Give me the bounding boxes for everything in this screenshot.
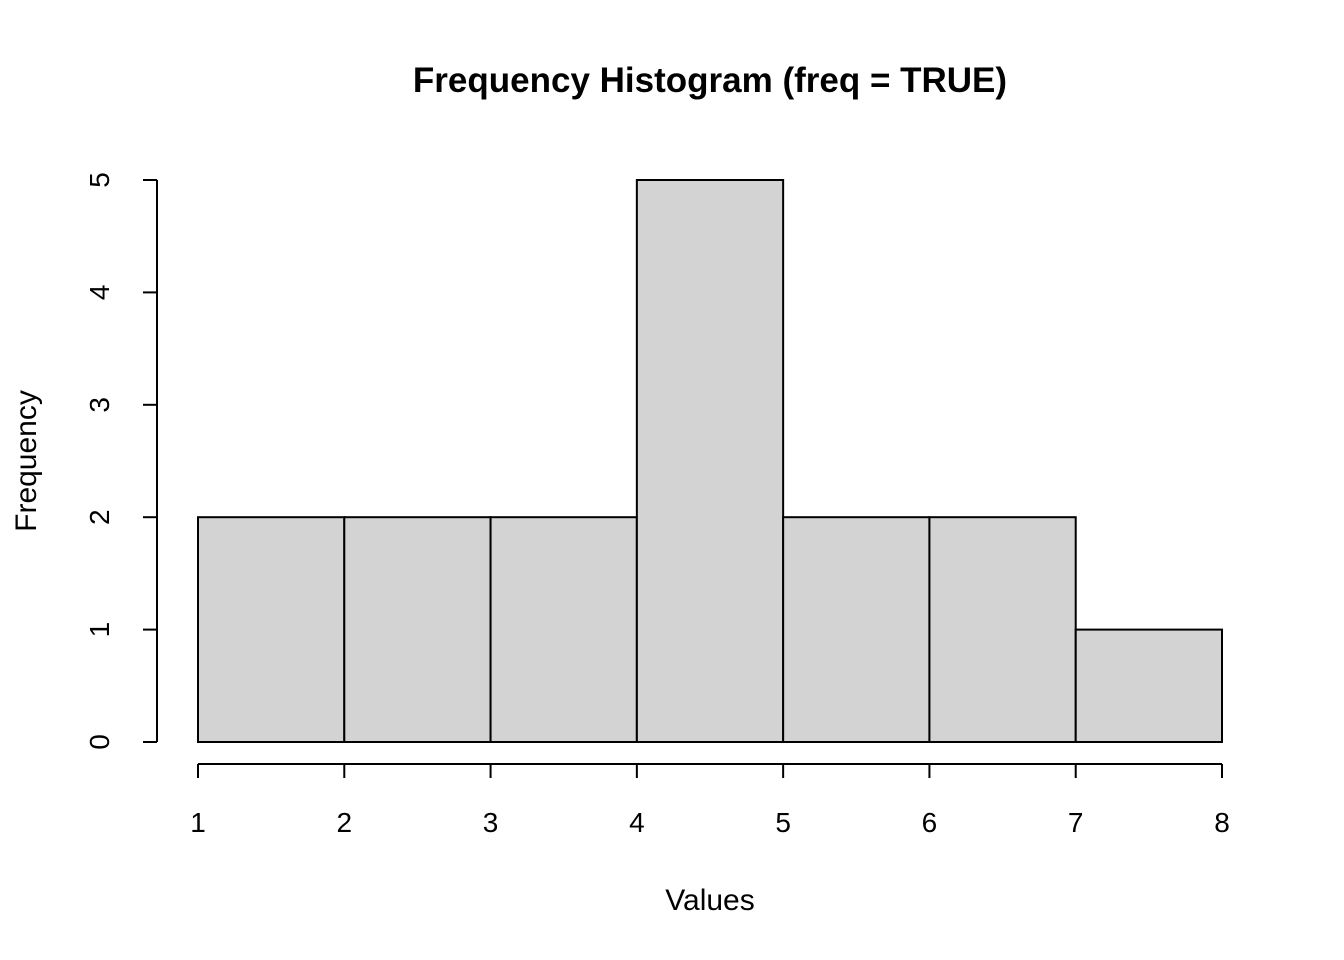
x-tick-label: 6 <box>922 807 938 838</box>
x-tick-label: 4 <box>629 807 645 838</box>
x-axis-ticks: 1 2 3 4 5 6 7 8 <box>190 764 1230 838</box>
histogram-bar <box>635 179 785 743</box>
histogram-bar <box>197 516 346 744</box>
y-axis-ticks: 0 1 2 3 4 5 <box>84 172 157 750</box>
histogram-bar <box>343 516 492 744</box>
bars-group <box>197 179 1223 744</box>
histogram-bar <box>489 516 638 744</box>
histogram-bar <box>928 516 1077 744</box>
histogram-bar <box>1074 628 1223 743</box>
x-tick-label: 5 <box>775 807 791 838</box>
x-tick-label: 7 <box>1068 807 1084 838</box>
x-tick-label: 1 <box>190 807 206 838</box>
y-tick-label: 1 <box>84 622 115 638</box>
x-tick-label: 8 <box>1214 807 1230 838</box>
chart-title: Frequency Histogram (freq = TRUE) <box>413 61 1007 100</box>
x-tick-label: 3 <box>483 807 499 838</box>
y-tick-label: 5 <box>84 172 115 188</box>
y-tick-label: 4 <box>84 285 115 301</box>
y-tick-label: 0 <box>84 734 115 750</box>
x-axis-label: Values <box>665 884 755 917</box>
y-tick-label: 3 <box>84 397 115 413</box>
y-axis-label: Frequency <box>10 390 43 532</box>
histogram-bar <box>782 516 931 744</box>
y-tick-label: 2 <box>84 509 115 525</box>
x-tick-label: 2 <box>336 807 352 838</box>
